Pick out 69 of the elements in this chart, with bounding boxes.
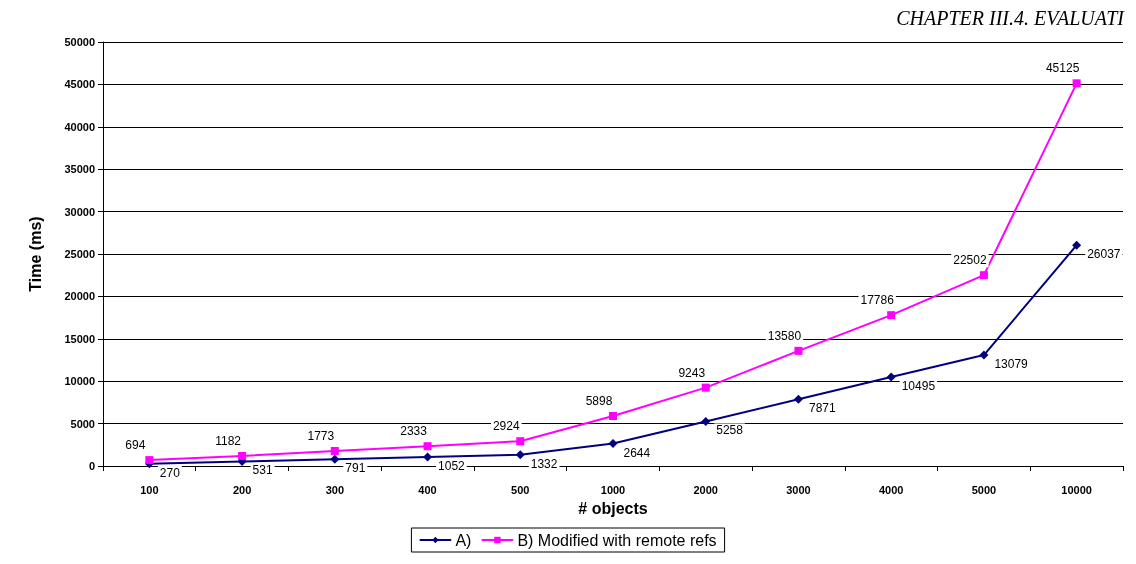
y-tick-label: 10000 (64, 375, 95, 388)
data-label: 17786 (860, 293, 895, 308)
data-label: 531 (252, 463, 273, 478)
data-label: 1773 (307, 428, 335, 443)
point (516, 437, 525, 446)
point (701, 416, 711, 426)
data-label: 2644 (623, 445, 651, 460)
y-tick-label: 5000 (70, 417, 95, 430)
x-tick-label: 1000 (600, 483, 626, 496)
y-tick-label: 20000 (64, 290, 95, 303)
data-label: 13079 (994, 357, 1029, 372)
data-label: 26037 (1087, 247, 1121, 262)
data-label: 2924 (492, 419, 520, 434)
x-tick-label: 4000 (878, 483, 904, 496)
x-tick-label: 100 (140, 483, 159, 496)
y-tick-label: 15000 (64, 332, 95, 345)
x-axis-title: # objects (578, 499, 648, 517)
point (1072, 240, 1082, 250)
point (423, 452, 433, 462)
y-tick-label: 45000 (64, 78, 95, 91)
x-tick-label: 500 (511, 483, 530, 496)
point (145, 456, 154, 465)
data-label: 1182 (215, 433, 242, 448)
x-tick-label: 400 (418, 483, 437, 496)
y-tick-label: 35000 (64, 163, 95, 176)
data-label: 13580 (767, 328, 802, 343)
point (793, 394, 803, 404)
data-label: 5898 (585, 393, 613, 408)
text: CHAPTER III.4. EVALUATI (896, 7, 1126, 29)
y-tick-label: 30000 (64, 205, 95, 218)
point (1072, 79, 1081, 88)
y-tick-label: 0 (88, 460, 95, 472)
point (608, 439, 618, 449)
point (794, 346, 803, 355)
point (423, 442, 432, 451)
x-tick-label: 2000 (693, 483, 718, 496)
point (330, 454, 340, 464)
data-label: 694 (125, 438, 146, 453)
data-label: 10495 (901, 379, 936, 393)
x-tick-label: 3000 (786, 483, 811, 496)
point (887, 311, 896, 320)
y-tick-label: 50000 (64, 36, 95, 48)
data-label: 7871 (808, 401, 836, 416)
point (979, 350, 989, 360)
data-label: 791 (345, 461, 366, 476)
point (701, 383, 710, 392)
data-label: 45125 (1045, 61, 1080, 76)
point (515, 450, 525, 460)
x-tick-label: 200 (232, 483, 252, 496)
x-tick-label: 5000 (971, 483, 997, 496)
point (238, 451, 247, 460)
legend-label: A) (455, 531, 472, 549)
data-label: 2333 (400, 424, 428, 439)
point (886, 372, 896, 382)
legend-label: B) Modified with remote refs (517, 531, 717, 549)
data-label: 270 (159, 465, 181, 480)
x-tick-label: 300 (325, 483, 344, 496)
data-label: 1052 (438, 459, 466, 474)
point (330, 446, 339, 455)
data-label: 1332 (530, 456, 558, 471)
data-label: 9243 (678, 365, 706, 380)
x-tick-label: 10000 (1061, 483, 1092, 496)
data-label: 5258 (716, 423, 744, 438)
y-tick-label: 40000 (64, 120, 95, 133)
y-tick-label: 25000 (64, 248, 95, 260)
y-axis-title: Time (ms) (26, 216, 44, 292)
point (979, 271, 988, 280)
point (609, 411, 617, 420)
data-label: 22502 (953, 253, 987, 268)
